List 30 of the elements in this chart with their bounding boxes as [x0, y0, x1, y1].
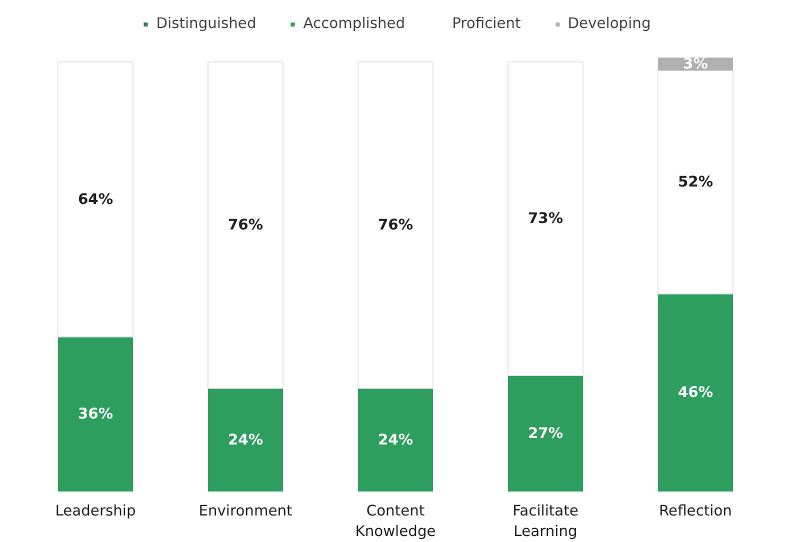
bar: [208, 61, 284, 389]
bar: [358, 388, 433, 492]
bar: [358, 61, 434, 389]
data-label: 36%: [78, 406, 114, 423]
data-label: 76%: [378, 216, 414, 234]
legend-label: Accomplished: [303, 15, 406, 32]
x-tick-label: Environment: [198, 502, 293, 520]
bar: [208, 388, 283, 492]
bar: [508, 376, 583, 492]
data-label: 27%: [528, 425, 564, 442]
x-tick-label: Facilitate Learning: [512, 502, 578, 540]
bar: [508, 61, 584, 376]
x-tick-label: Leadership: [55, 502, 136, 520]
bar: [58, 336, 133, 492]
data-label: 64%: [78, 190, 114, 208]
legend-label: Developing: [568, 15, 651, 32]
bar: [658, 70, 734, 294]
data-label: 3%: [683, 56, 708, 73]
data-label: 24%: [228, 431, 264, 448]
bar: [658, 294, 733, 492]
x-tick-label: Content Knowledge: [355, 502, 436, 540]
text: Proficient: [452, 15, 521, 32]
data-label: 52%: [678, 174, 714, 191]
data-label: 24%: [378, 431, 414, 448]
data-label: 46%: [678, 384, 714, 402]
data-label: 73%: [528, 210, 564, 228]
bar: [58, 61, 134, 338]
x-tick-label: Reflection: [659, 502, 732, 520]
data-label: 76%: [228, 216, 264, 234]
legend-label: Distinguished: [156, 15, 256, 32]
